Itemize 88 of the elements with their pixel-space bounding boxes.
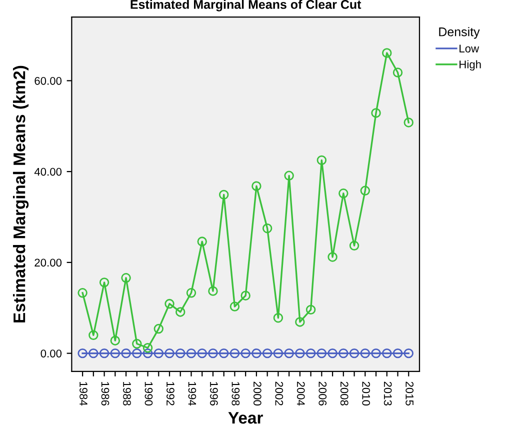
y-tick-label: 60.00 <box>34 76 62 85</box>
point <box>197 236 207 246</box>
point <box>164 348 174 358</box>
y-axis-title: Estimated Marginal Means (km2) <box>12 66 29 322</box>
point <box>88 348 98 358</box>
legend-label: High <box>460 60 481 71</box>
point <box>306 304 316 315</box>
point <box>349 348 360 358</box>
point <box>176 307 186 317</box>
x-tick-label: 2006 <box>318 382 327 406</box>
point <box>99 278 110 288</box>
point <box>349 240 360 250</box>
point <box>88 330 98 340</box>
point <box>392 348 403 358</box>
point <box>230 302 240 312</box>
x-tick-label: 2000 <box>253 382 262 406</box>
point <box>295 317 305 327</box>
point <box>404 348 414 358</box>
point <box>371 348 381 358</box>
point <box>121 273 131 283</box>
y-tick-label: 20.00 <box>34 258 62 267</box>
point <box>208 348 218 358</box>
point <box>78 288 88 298</box>
point <box>121 348 131 358</box>
point <box>382 348 392 358</box>
x-tick-label: 1986 <box>101 382 110 406</box>
x-tick-label: 2013 <box>384 382 392 406</box>
point <box>142 343 153 353</box>
point <box>316 348 327 358</box>
point <box>99 348 110 358</box>
point <box>328 252 338 262</box>
point <box>110 336 120 346</box>
legend-title: Density <box>439 27 480 39</box>
point <box>404 118 414 128</box>
point <box>142 348 153 358</box>
point <box>78 348 88 358</box>
point <box>154 348 164 358</box>
x-tick-label: 2015 <box>406 382 414 406</box>
point <box>338 348 348 358</box>
x-tick-label: 2004 <box>296 382 305 406</box>
point <box>382 48 392 58</box>
point <box>284 348 294 358</box>
point <box>154 324 164 334</box>
point <box>316 155 327 166</box>
point <box>273 313 284 323</box>
point <box>360 186 370 196</box>
point <box>284 170 294 181</box>
x-tick-label: 1996 <box>210 382 218 406</box>
y-tick-label: 0.00 <box>40 350 62 358</box>
point <box>218 190 229 200</box>
point <box>252 181 262 191</box>
chart-title: Estimated Marginal Means of Clear Cut <box>130 0 362 12</box>
x-tick-label: 1990 <box>144 382 153 406</box>
y-tick-label: 40.00 <box>34 168 62 176</box>
point <box>186 288 196 298</box>
point <box>295 348 305 358</box>
x-tick-label: 2002 <box>275 382 284 406</box>
x-tick-label: 1998 <box>232 382 240 406</box>
point <box>197 348 207 358</box>
x-tick-label: 1984 <box>80 382 88 406</box>
point <box>164 298 174 309</box>
point <box>328 348 338 358</box>
point <box>218 348 229 358</box>
legend-label: Low <box>460 44 480 52</box>
point <box>371 108 381 118</box>
x-tick-label: 1988 <box>123 382 131 406</box>
point <box>360 348 370 358</box>
x-tick-label: 1994 <box>188 382 196 406</box>
point <box>186 348 196 358</box>
x-axis-title: Year <box>228 412 263 424</box>
point <box>208 286 218 296</box>
point <box>273 348 284 358</box>
point <box>252 348 262 358</box>
point <box>230 348 240 358</box>
point <box>240 348 250 358</box>
point <box>132 338 142 349</box>
point <box>240 290 250 300</box>
x-tick-label: 2010 <box>362 382 370 406</box>
point <box>132 348 142 358</box>
point <box>392 68 403 78</box>
point <box>176 348 186 358</box>
point <box>306 348 316 358</box>
point <box>338 188 348 198</box>
x-tick-label: 2008 <box>340 382 348 406</box>
x-tick-label: 1992 <box>166 382 174 406</box>
point <box>110 348 120 358</box>
point <box>262 348 272 358</box>
point <box>262 224 272 234</box>
